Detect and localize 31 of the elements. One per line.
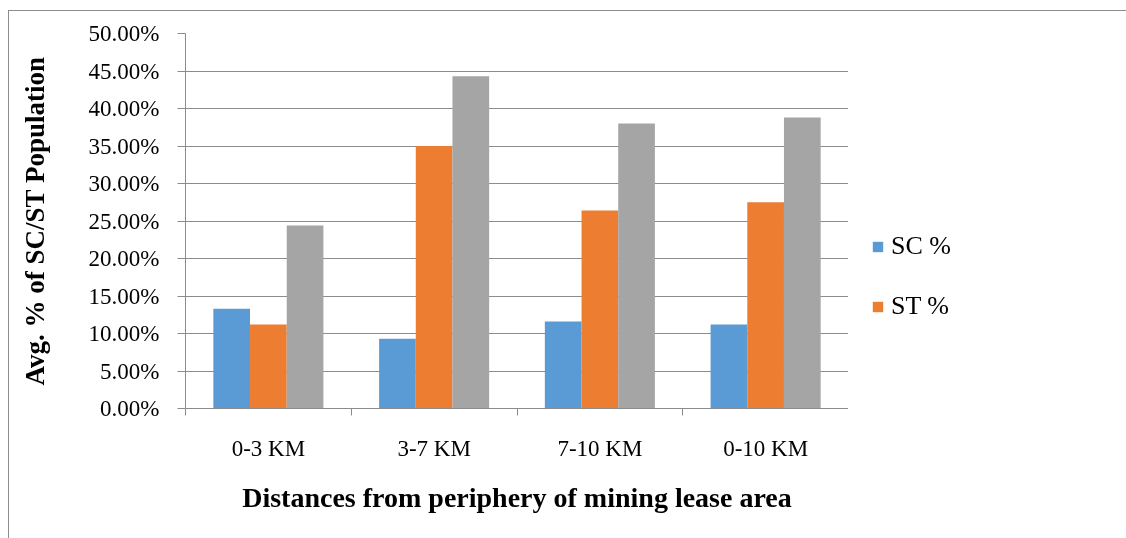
y-tick-label: 20.00% — [88, 246, 160, 271]
y-tick-label: 30.00% — [88, 171, 160, 196]
legend-label: ST % — [891, 291, 950, 321]
bar — [783, 117, 821, 409]
bar — [250, 324, 287, 409]
y-tick-label: 15.00% — [88, 283, 160, 309]
bar — [747, 202, 784, 409]
x-tick-label: 7-10 KM — [557, 435, 643, 461]
x-tick-label: 0-3 KM — [231, 435, 306, 461]
y-tick-label: 35.00% — [88, 133, 160, 159]
x-axis-title: Distances from periphery of mining lease area — [242, 481, 792, 513]
legend-label: SC % — [891, 231, 951, 261]
bar — [379, 338, 416, 409]
bar — [618, 123, 655, 409]
y-tick-label: 50.00% — [88, 21, 160, 46]
y-tick-label: 45.00% — [88, 58, 160, 84]
bar — [213, 308, 251, 409]
bar — [581, 210, 619, 409]
y-tick-label: 10.00% — [88, 321, 160, 346]
y-tick-label: 40.00% — [88, 96, 160, 121]
bar — [710, 324, 748, 409]
bar — [286, 225, 324, 409]
y-tick-label: 25.00% — [88, 208, 160, 234]
x-tick-label: 0-10 KM — [723, 435, 809, 461]
bar — [544, 321, 582, 409]
y-tick-label: 0.00% — [100, 396, 160, 421]
y-tick-label: 5.00% — [100, 358, 160, 384]
y-axis-title: Avg. % of SC/ST Population — [19, 57, 50, 386]
x-tick-label: 3-7 KM — [397, 435, 471, 461]
bar — [415, 146, 453, 409]
bar — [452, 76, 490, 409]
